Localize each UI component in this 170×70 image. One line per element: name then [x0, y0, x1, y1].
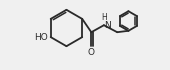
Text: HO: HO — [34, 33, 48, 42]
Text: H: H — [102, 13, 107, 22]
Text: O: O — [88, 48, 95, 57]
Text: N: N — [105, 21, 111, 30]
